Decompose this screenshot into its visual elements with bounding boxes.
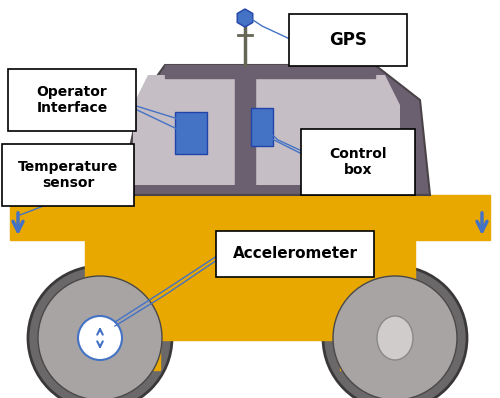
FancyBboxPatch shape [175,112,207,154]
FancyBboxPatch shape [8,69,136,131]
Polygon shape [165,65,375,78]
Ellipse shape [377,316,413,360]
Polygon shape [255,75,400,185]
Polygon shape [133,75,235,185]
FancyBboxPatch shape [251,108,273,146]
Circle shape [333,276,457,398]
FancyBboxPatch shape [301,129,415,195]
Polygon shape [75,300,160,370]
FancyBboxPatch shape [2,144,134,206]
Polygon shape [235,68,255,185]
Text: Operator
Interface: Operator Interface [36,85,108,115]
Polygon shape [340,300,425,370]
Circle shape [38,276,162,398]
Polygon shape [120,65,430,195]
Polygon shape [237,9,253,27]
Text: GPS: GPS [329,31,367,49]
Circle shape [78,316,122,360]
Circle shape [323,266,467,398]
FancyBboxPatch shape [216,231,374,277]
Text: Control
box: Control box [329,147,387,177]
Text: Temperature
sensor: Temperature sensor [18,160,118,190]
Text: Accelerometer: Accelerometer [232,246,358,261]
Polygon shape [10,195,490,240]
Polygon shape [85,240,415,340]
Circle shape [28,266,172,398]
FancyBboxPatch shape [289,14,407,66]
